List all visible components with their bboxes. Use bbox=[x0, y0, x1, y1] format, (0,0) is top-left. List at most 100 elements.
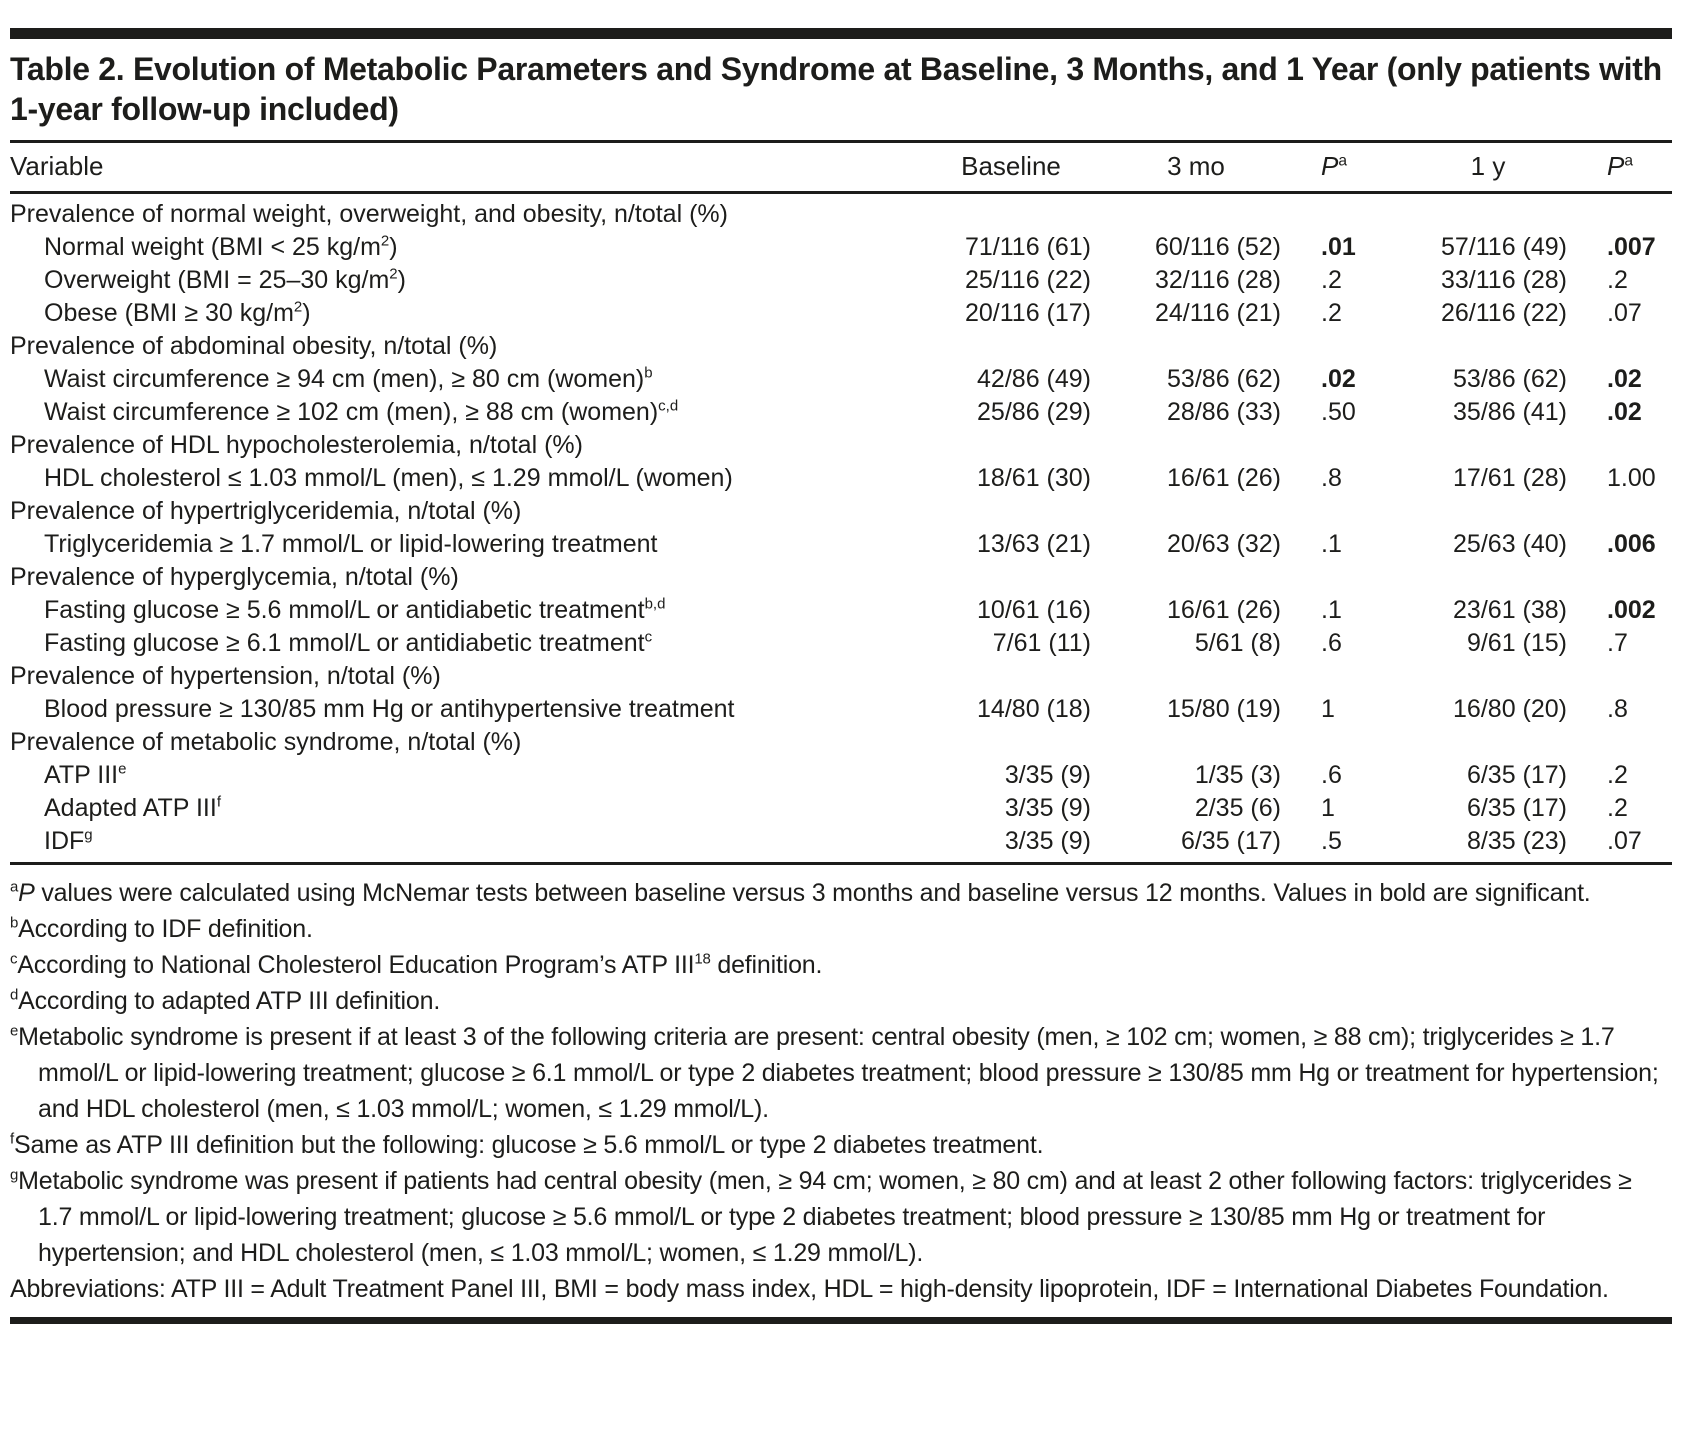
cell-p-3mo: .6 bbox=[1321, 760, 1342, 789]
row-label: Blood pressure ≥ 130/85 mm Hg or antihyp… bbox=[44, 694, 735, 723]
row-label: Normal weight (BMI < 25 kg/m2) bbox=[44, 232, 398, 261]
cell-p-1y bbox=[1577, 330, 1672, 363]
cell-1y bbox=[1399, 660, 1577, 693]
table-bottom-rule bbox=[10, 861, 1672, 865]
table-row: Fasting glucose ≥ 5.6 mmol/L or antidiab… bbox=[10, 594, 1672, 627]
metabolic-parameters-table: Variable Baseline 3 mo Pa 1 y Pa Prevale… bbox=[10, 142, 1672, 858]
cell-3mo: 32/116 (28) bbox=[1154, 265, 1281, 294]
cell-p-1y: .2 bbox=[1607, 760, 1628, 789]
row-label: Overweight (BMI = 25–30 kg/m2) bbox=[44, 265, 406, 294]
cell-3mo bbox=[1101, 561, 1291, 594]
cell-p-1y bbox=[1577, 561, 1672, 594]
cell-p-1y: .07 bbox=[1607, 298, 1642, 327]
col-header-variable: Variable bbox=[10, 142, 921, 194]
table-row: Fasting glucose ≥ 6.1 mmol/L or antidiab… bbox=[10, 627, 1672, 660]
table-row: ATP IIIe 3/35 (9) 1/35 (3) .6 6/35 (17) … bbox=[10, 759, 1672, 792]
cell-p-3mo: 1 bbox=[1321, 694, 1335, 723]
cell-baseline bbox=[921, 429, 1101, 462]
cell-p-1y: .02 bbox=[1607, 364, 1642, 393]
cell-baseline: 42/86 (49) bbox=[977, 364, 1091, 393]
cell-3mo: 20/63 (32) bbox=[1167, 529, 1281, 558]
footnote: gMetabolic syndrome was present if patie… bbox=[10, 1166, 1632, 1267]
cell-p-1y: .07 bbox=[1607, 826, 1642, 855]
table-top-rule bbox=[10, 28, 1672, 39]
cell-p-1y: .002 bbox=[1607, 595, 1656, 624]
cell-p-3mo bbox=[1291, 495, 1399, 528]
cell-baseline: 20/116 (17) bbox=[964, 298, 1091, 327]
cell-3mo: 28/86 (33) bbox=[1167, 397, 1281, 426]
cell-p-3mo bbox=[1291, 429, 1399, 462]
cell-1y: 16/80 (20) bbox=[1453, 694, 1567, 723]
cell-3mo: 6/35 (17) bbox=[1180, 826, 1281, 855]
cell-p-3mo: .6 bbox=[1321, 628, 1342, 657]
cell-p-3mo: .2 bbox=[1321, 298, 1342, 327]
table-row: Prevalence of hyperglycemia, n/total (%) bbox=[10, 561, 1672, 594]
table-row: Waist circumference ≥ 102 cm (men), ≥ 88… bbox=[10, 396, 1672, 429]
footnotes: aP values were calculated using McNemar … bbox=[10, 875, 1672, 1307]
table-row: Prevalence of HDL hypocholesterolemia, n… bbox=[10, 429, 1672, 462]
cell-1y: 8/35 (23) bbox=[1466, 826, 1567, 855]
cell-3mo: 1/35 (3) bbox=[1194, 760, 1281, 789]
cell-1y: 35/86 (41) bbox=[1453, 397, 1567, 426]
cell-baseline: 3/35 (9) bbox=[1004, 826, 1091, 855]
cell-p-1y: .8 bbox=[1607, 694, 1628, 723]
row-label: Triglyceridemia ≥ 1.7 mmol/L or lipid-lo… bbox=[44, 529, 658, 558]
table-row: Prevalence of normal weight, overweight,… bbox=[10, 192, 1672, 231]
cell-baseline: 14/80 (18) bbox=[977, 694, 1091, 723]
cell-3mo bbox=[1101, 330, 1291, 363]
cell-p-3mo: .01 bbox=[1321, 232, 1356, 261]
cell-baseline: 3/35 (9) bbox=[1004, 760, 1091, 789]
table-row: Overweight (BMI = 25–30 kg/m2) 25/116 (2… bbox=[10, 264, 1672, 297]
cell-p-3mo: .2 bbox=[1321, 265, 1342, 294]
table-header-row: Variable Baseline 3 mo Pa 1 y Pa bbox=[10, 142, 1672, 194]
row-label: HDL cholesterol ≤ 1.03 mmol/L (men), ≤ 1… bbox=[44, 463, 733, 492]
cell-3mo: 16/61 (26) bbox=[1167, 595, 1281, 624]
cell-1y: 17/61 (28) bbox=[1453, 463, 1567, 492]
cell-p-3mo: .5 bbox=[1321, 826, 1342, 855]
cell-p-3mo bbox=[1291, 561, 1399, 594]
table-row: Blood pressure ≥ 130/85 mm Hg or antihyp… bbox=[10, 693, 1672, 726]
cell-3mo bbox=[1101, 429, 1291, 462]
table-header: Variable Baseline 3 mo Pa 1 y Pa bbox=[10, 142, 1672, 194]
col-header-p-3mo: Pa bbox=[1291, 142, 1399, 194]
footnote: cAccording to National Cholesterol Educa… bbox=[10, 950, 823, 979]
cell-1y: 25/63 (40) bbox=[1453, 529, 1567, 558]
cell-baseline: 25/86 (29) bbox=[977, 397, 1091, 426]
table-row: Prevalence of hypertension, n/total (%) bbox=[10, 660, 1672, 693]
cell-3mo: 53/86 (62) bbox=[1167, 364, 1281, 393]
row-label: Prevalence of hypertriglyceridemia, n/to… bbox=[10, 496, 522, 525]
cell-p-1y bbox=[1577, 192, 1672, 231]
footnote: Abbreviations: ATP III = Adult Treatment… bbox=[10, 1274, 1609, 1303]
cell-baseline bbox=[921, 192, 1101, 231]
table-row: Normal weight (BMI < 25 kg/m2) 71/116 (6… bbox=[10, 231, 1672, 264]
table-row: Prevalence of hypertriglyceridemia, n/to… bbox=[10, 495, 1672, 528]
cell-p-1y bbox=[1577, 429, 1672, 462]
cell-baseline: 7/61 (11) bbox=[992, 628, 1091, 657]
cell-1y bbox=[1399, 429, 1577, 462]
cell-3mo bbox=[1101, 495, 1291, 528]
cell-1y bbox=[1399, 192, 1577, 231]
cell-p-3mo: .50 bbox=[1321, 397, 1356, 426]
table-row: Adapted ATP IIIf 3/35 (9) 2/35 (6) 1 6/3… bbox=[10, 792, 1672, 825]
cell-3mo: 16/61 (26) bbox=[1167, 463, 1281, 492]
cell-p-1y: .007 bbox=[1607, 232, 1656, 261]
row-label: Obese (BMI ≥ 30 kg/m2) bbox=[44, 298, 311, 327]
footnote: bAccording to IDF definition. bbox=[10, 914, 313, 943]
cell-p-3mo: .1 bbox=[1321, 595, 1342, 624]
table-row: IDFg 3/35 (9) 6/35 (17) .5 8/35 (23) .07 bbox=[10, 825, 1672, 858]
row-label: Waist circumference ≥ 102 cm (men), ≥ 88… bbox=[44, 397, 679, 426]
cell-1y: 53/86 (62) bbox=[1453, 364, 1567, 393]
table-row: Triglyceridemia ≥ 1.7 mmol/L or lipid-lo… bbox=[10, 528, 1672, 561]
table-row: Obese (BMI ≥ 30 kg/m2) 20/116 (17) 24/11… bbox=[10, 297, 1672, 330]
cell-p-1y bbox=[1577, 726, 1672, 759]
cell-3mo: 15/80 (19) bbox=[1167, 694, 1281, 723]
col-header-3mo: 3 mo bbox=[1101, 142, 1291, 194]
figure-end-rule bbox=[10, 1316, 1672, 1324]
row-label: IDFg bbox=[44, 826, 93, 855]
table-row: Waist circumference ≥ 94 cm (men), ≥ 80 … bbox=[10, 363, 1672, 396]
cell-p-1y: .7 bbox=[1607, 628, 1628, 657]
row-label: Prevalence of abdominal obesity, n/total… bbox=[10, 331, 498, 360]
cell-1y bbox=[1399, 726, 1577, 759]
cell-p-1y: 1.00 bbox=[1607, 463, 1656, 492]
